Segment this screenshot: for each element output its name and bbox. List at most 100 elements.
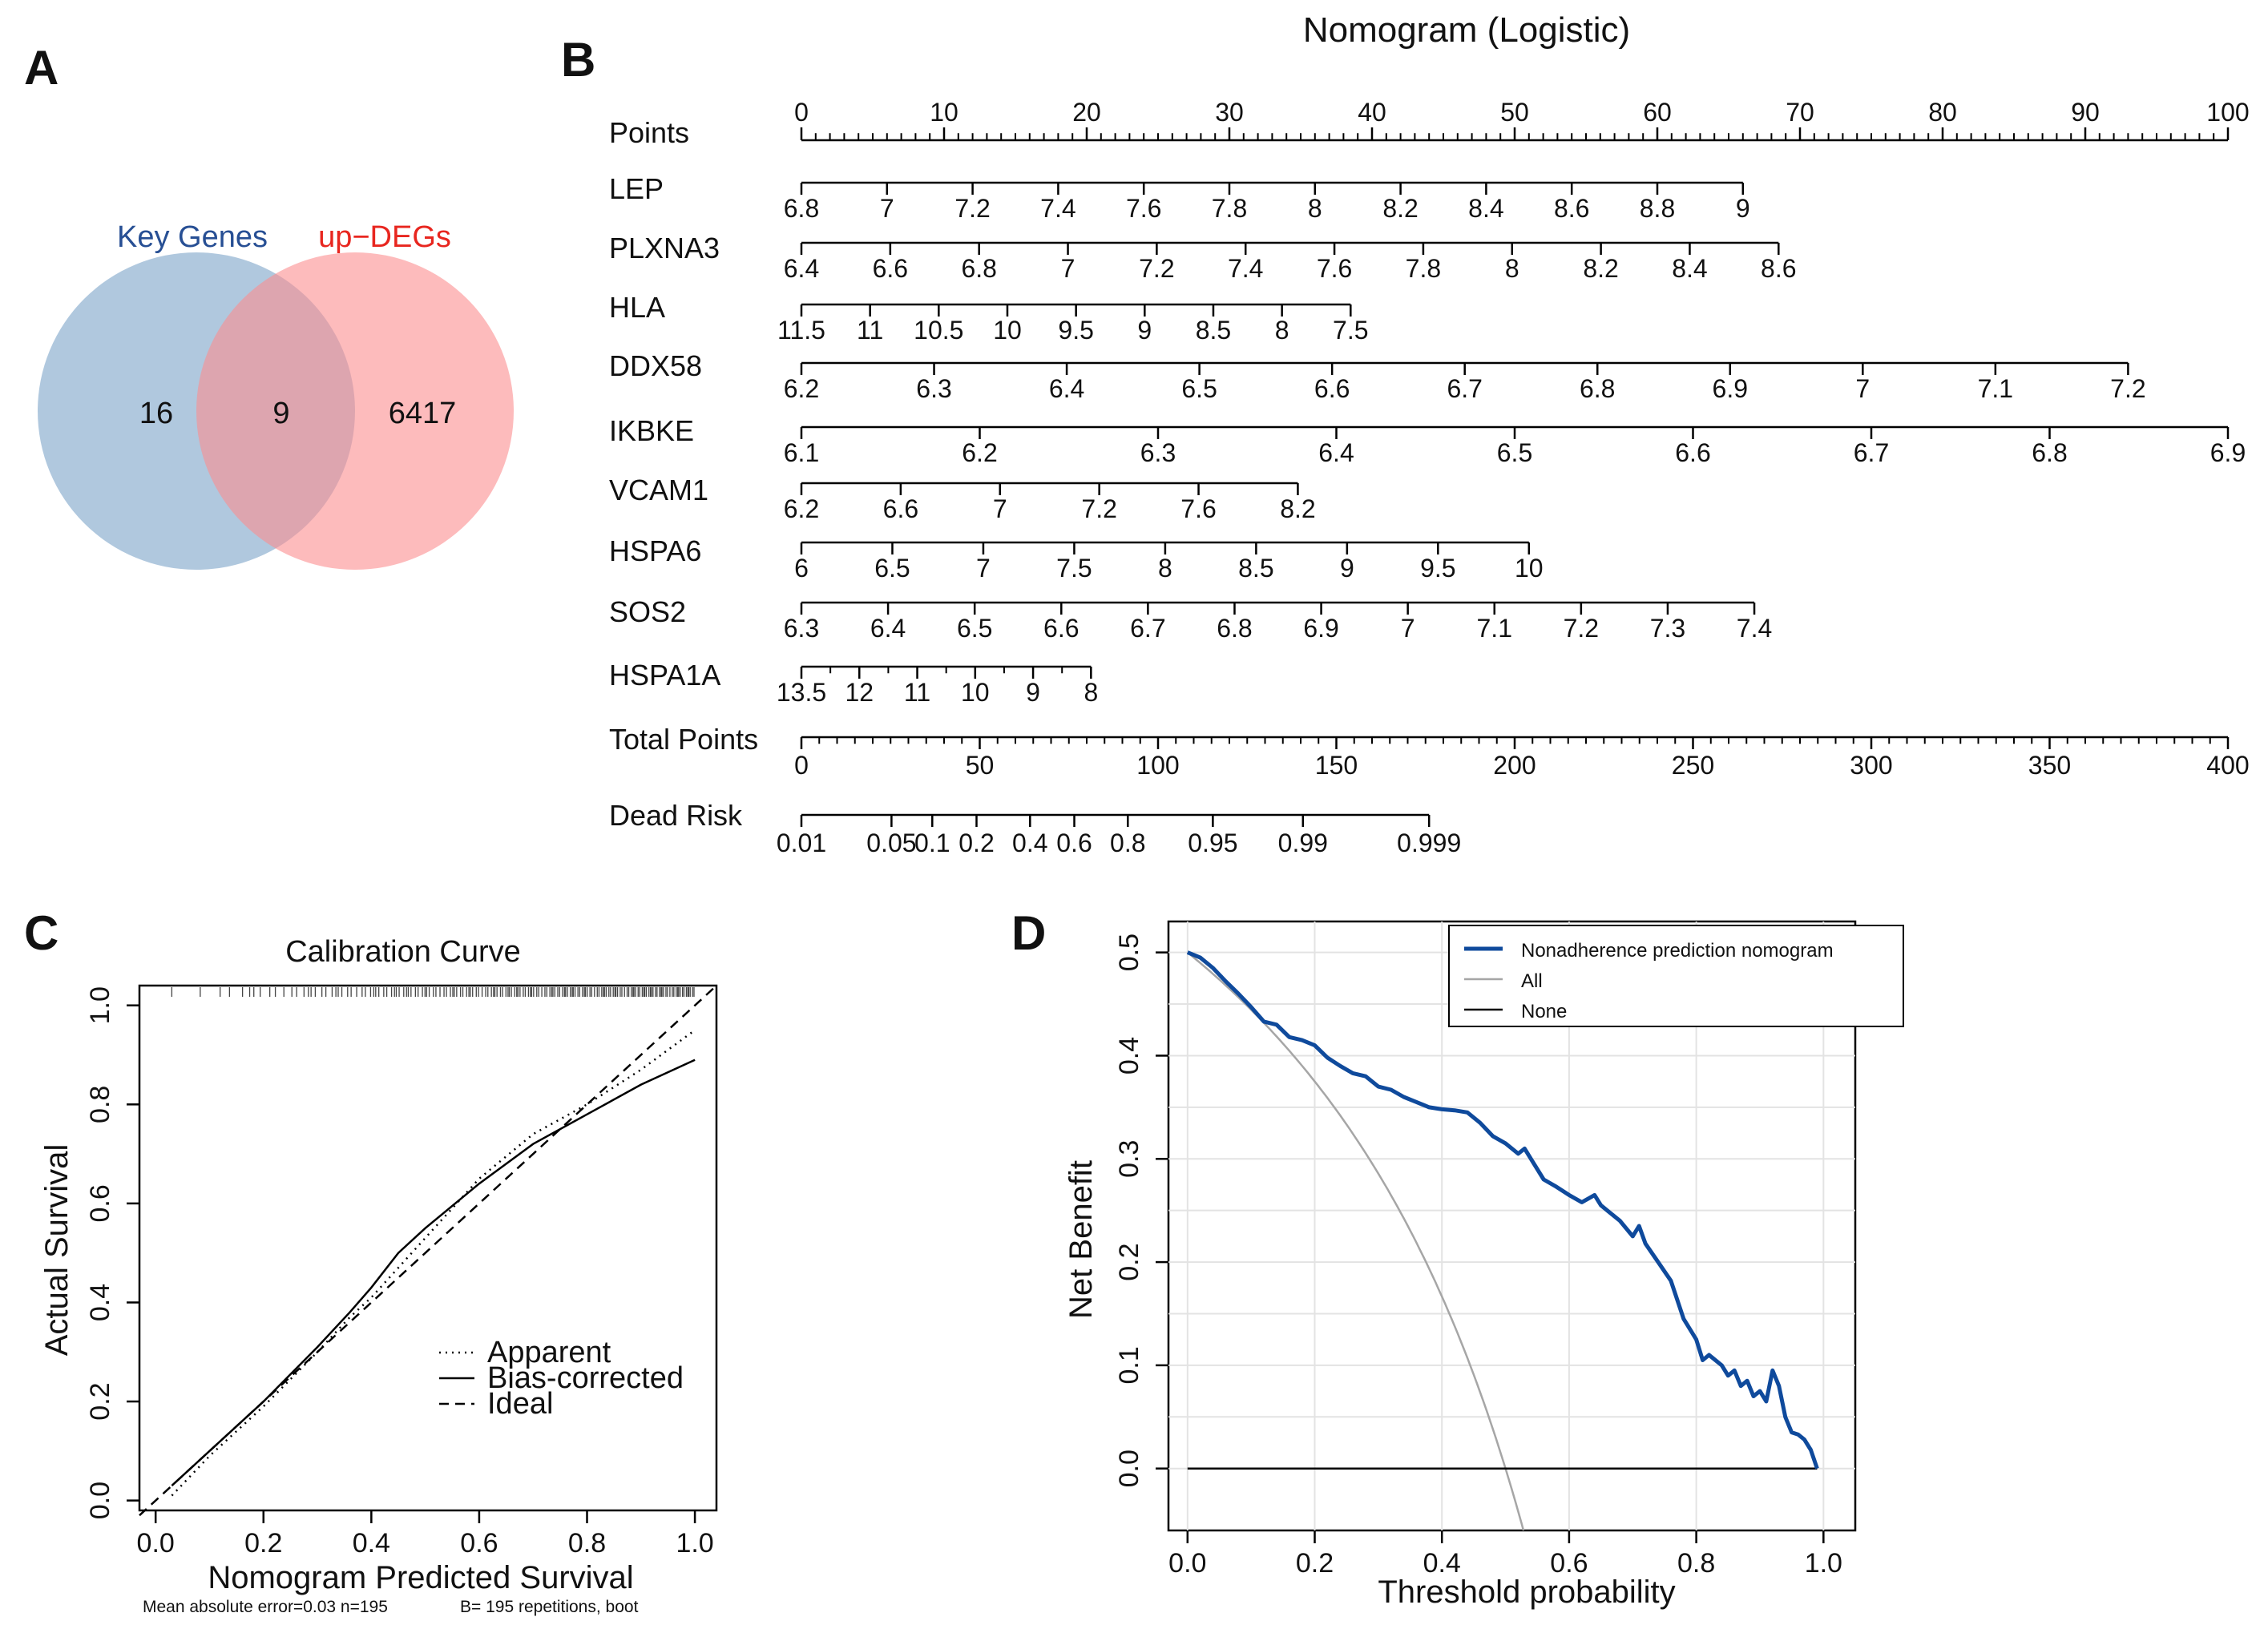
total-points-axis-label-350: 350 bbox=[2028, 751, 2071, 780]
variable-axis-hspa6-label-7: 7 bbox=[976, 554, 991, 583]
risk-axis-label-0-999: 0.999 bbox=[1397, 829, 1461, 857]
variable-axis-hla-label-9-5: 9.5 bbox=[1058, 316, 1093, 345]
calibration-x-tick-label-0-4: 0.4 bbox=[353, 1528, 390, 1558]
total-points-axis-label-0: 0 bbox=[794, 751, 809, 780]
variable-axis-ikbke-label-6-9: 6.9 bbox=[2210, 438, 2246, 467]
risk-axis: 0.01 0.050.1 0.2 0.4 0.6 0.8 0.95 0.99 0.999 bbox=[777, 813, 1461, 857]
panel-label-a: A bbox=[24, 41, 59, 95]
variable-axis-lep-label-8-4: 8.4 bbox=[1468, 194, 1503, 223]
total-points-axis-label-150: 150 bbox=[1315, 751, 1358, 780]
total-points-axis-label-250: 250 bbox=[1672, 751, 1714, 780]
venn-set-label-up-degs: up−DEGs bbox=[318, 220, 451, 254]
decision-legend: Nonadherence prediction nomogram All Non… bbox=[1448, 925, 1904, 1027]
variable-axis-plxna3-label-8-2: 8.2 bbox=[1583, 254, 1618, 283]
variable-axis-lep-label-7-6: 7.6 bbox=[1126, 194, 1161, 223]
variable-axis-hspa6-label-6-5: 6.5 bbox=[874, 554, 910, 583]
variable-label-plxna3: PLXNA3 bbox=[609, 232, 720, 264]
decision-x-tick-label-0-6: 0.6 bbox=[1550, 1548, 1588, 1579]
variable-axis-ddx58-label-7-2: 7.2 bbox=[2110, 374, 2145, 403]
variable-axis-lep-label-9: 9 bbox=[1736, 194, 1750, 223]
variable-axis-hspa6-label-9: 9 bbox=[1340, 554, 1354, 583]
risk-axis-label-0-05: 0.05 bbox=[866, 829, 916, 857]
variable-axis-sos2-label-7: 7 bbox=[1401, 614, 1415, 643]
risk-axis-label: Dead Risk bbox=[609, 799, 743, 832]
variable-axis-hla: 11.5 11 10.5 10 9.5 9 8.5 8 7.5 bbox=[777, 303, 1369, 345]
variable-axis-lep-label-7-8: 7.8 bbox=[1212, 194, 1247, 223]
variable-axis-vcam1-label-7-2: 7.2 bbox=[1081, 494, 1116, 523]
variable-axis-sos2-label-7-4: 7.4 bbox=[1737, 614, 1772, 643]
variable-axis-ddx58-label-6-9: 6.9 bbox=[1713, 374, 1748, 403]
calibration-legend: Apparent Bias-corrected Ideal bbox=[439, 1336, 684, 1421]
calibration-footnote-error: Mean absolute error=0.03 n=195 bbox=[143, 1598, 388, 1616]
points-axis-label-10: 10 bbox=[930, 98, 958, 127]
variable-axis-sos2-label-6-5: 6.5 bbox=[957, 614, 992, 643]
venn-circle-up-degs bbox=[196, 252, 514, 570]
risk-axis-label-0-2: 0.2 bbox=[958, 829, 994, 857]
points-axis-label-30: 30 bbox=[1215, 98, 1244, 127]
points-axis-label-80: 80 bbox=[1928, 98, 1957, 127]
decision-y-axis: 0.0 0.1 0.2 0.3 0.4 0.5 bbox=[1114, 933, 1168, 1487]
points-axis: 0 10 20 30 40 50 60 70 80 90 100 bbox=[794, 98, 2250, 142]
decision-curves bbox=[1186, 950, 1819, 1531]
variable-axis-ddx58-label-6-5: 6.5 bbox=[1181, 374, 1217, 403]
variable-axis-ikbke-label-6-4: 6.4 bbox=[1318, 438, 1354, 467]
venn-diagram: Key Genes up−DEGs 16 9 6417 bbox=[38, 220, 514, 570]
calibration-x-axis: 0.0 0.2 0.4 0.6 0.8 1.0 bbox=[137, 1510, 714, 1558]
decision-x-axis-label: Threshold probability bbox=[1378, 1575, 1675, 1610]
variable-axis-plxna3-label-7-4: 7.4 bbox=[1228, 254, 1263, 283]
total-points-axis-label-100: 100 bbox=[1136, 751, 1179, 780]
variable-axis-lep-label-8: 8 bbox=[1308, 194, 1322, 223]
variable-axis-ddx58-label-6-7: 6.7 bbox=[1447, 374, 1482, 403]
variable-axis-lep-label-7-2: 7.2 bbox=[954, 194, 990, 223]
variable-axis-hspa1a-label-8: 8 bbox=[1084, 678, 1098, 707]
decision-x-axis: 0.0 0.2 0.4 0.6 0.8 1.0 bbox=[1168, 1530, 1842, 1579]
variable-axis-sos2-label-6-4: 6.4 bbox=[870, 614, 906, 643]
variable-axis-plxna3-label-8-6: 8.6 bbox=[1761, 254, 1796, 283]
points-axis-label: Points bbox=[609, 116, 689, 149]
decision-y-tick-label-0-1: 0.1 bbox=[1114, 1346, 1144, 1384]
decision-x-tick-label-0-8: 0.8 bbox=[1677, 1548, 1715, 1579]
variable-axis-sos2-label-6-8: 6.8 bbox=[1217, 614, 1252, 643]
variable-axis-plxna3-label-7-8: 7.8 bbox=[1406, 254, 1441, 283]
variable-axis-sos2-label-7-3: 7.3 bbox=[1650, 614, 1685, 643]
variable-axis-sos2-label-7-1: 7.1 bbox=[1477, 614, 1512, 643]
variable-axis-hspa6-label-9-5: 9.5 bbox=[1420, 554, 1455, 583]
decision-x-tick-label-0-0: 0.0 bbox=[1168, 1548, 1206, 1579]
variable-axis-ddx58: 6.2 6.3 6.4 6.5 6.6 6.7 6.8 6.9 7 7.1 7.2 bbox=[784, 361, 2146, 403]
variable-axis-ikbke-label-6-2: 6.2 bbox=[962, 438, 997, 467]
variable-axis-plxna3-label-8-4: 8.4 bbox=[1672, 254, 1707, 283]
decision-legend-box bbox=[1448, 925, 1904, 1027]
variable-label-hla: HLA bbox=[609, 291, 665, 324]
variable-axis-hla-label-8-5: 8.5 bbox=[1196, 316, 1231, 345]
points-axis-label-70: 70 bbox=[1786, 98, 1814, 127]
panel-label-b: B bbox=[561, 33, 595, 87]
calibration-x-tick-label-0-0: 0.0 bbox=[137, 1528, 175, 1558]
panel-label-d: D bbox=[1011, 906, 1046, 960]
variable-axis-hspa1a: 13.5 12 11 10 9 8 bbox=[777, 665, 1098, 707]
variable-axis-hspa1a-label-12: 12 bbox=[845, 678, 874, 707]
variable-axis-lep-label-7-4: 7.4 bbox=[1040, 194, 1075, 223]
decision-y-tick-label-0-2: 0.2 bbox=[1114, 1243, 1144, 1280]
calibration-x-tick-label-0-6: 0.6 bbox=[460, 1528, 498, 1558]
decision-curve-nomogram bbox=[1186, 950, 1819, 1470]
variable-axis-plxna3-label-8: 8 bbox=[1505, 254, 1519, 283]
calibration-y-tick-label-0-8: 0.8 bbox=[85, 1086, 115, 1123]
calibration-rug bbox=[171, 987, 695, 997]
variable-axis-plxna3-label-6-8: 6.8 bbox=[961, 254, 996, 283]
variable-axis-lep-label-8-2: 8.2 bbox=[1382, 194, 1418, 223]
legend-label-nomogram: Nonadherence prediction nomogram bbox=[1521, 940, 1834, 962]
risk-axis-label-0-6: 0.6 bbox=[1056, 829, 1092, 857]
points-axis-label-60: 60 bbox=[1643, 98, 1672, 127]
risk-axis-label-0-01: 0.01 bbox=[777, 829, 826, 857]
legend-label-bias-corrected: Bias-corrected bbox=[487, 1361, 684, 1395]
variable-axis-lep-label-8-6: 8.6 bbox=[1554, 194, 1589, 223]
variable-axis-ikbke-label-6-7: 6.7 bbox=[1854, 438, 1889, 467]
points-axis-label-20: 20 bbox=[1072, 98, 1101, 127]
calibration-y-axis-label: Actual Survival bbox=[39, 1144, 75, 1357]
calibration-y-tick-label-0-6: 0.6 bbox=[85, 1184, 115, 1222]
variable-axis-ikbke-label-6-1: 6.1 bbox=[784, 438, 819, 467]
calibration-y-tick-label-0-0: 0.0 bbox=[85, 1482, 115, 1519]
variable-axis-ddx58-label-6-8: 6.8 bbox=[1580, 374, 1615, 403]
decision-y-tick-label-0-5: 0.5 bbox=[1114, 933, 1144, 971]
venn-set-label-key-genes: Key Genes bbox=[117, 220, 268, 254]
